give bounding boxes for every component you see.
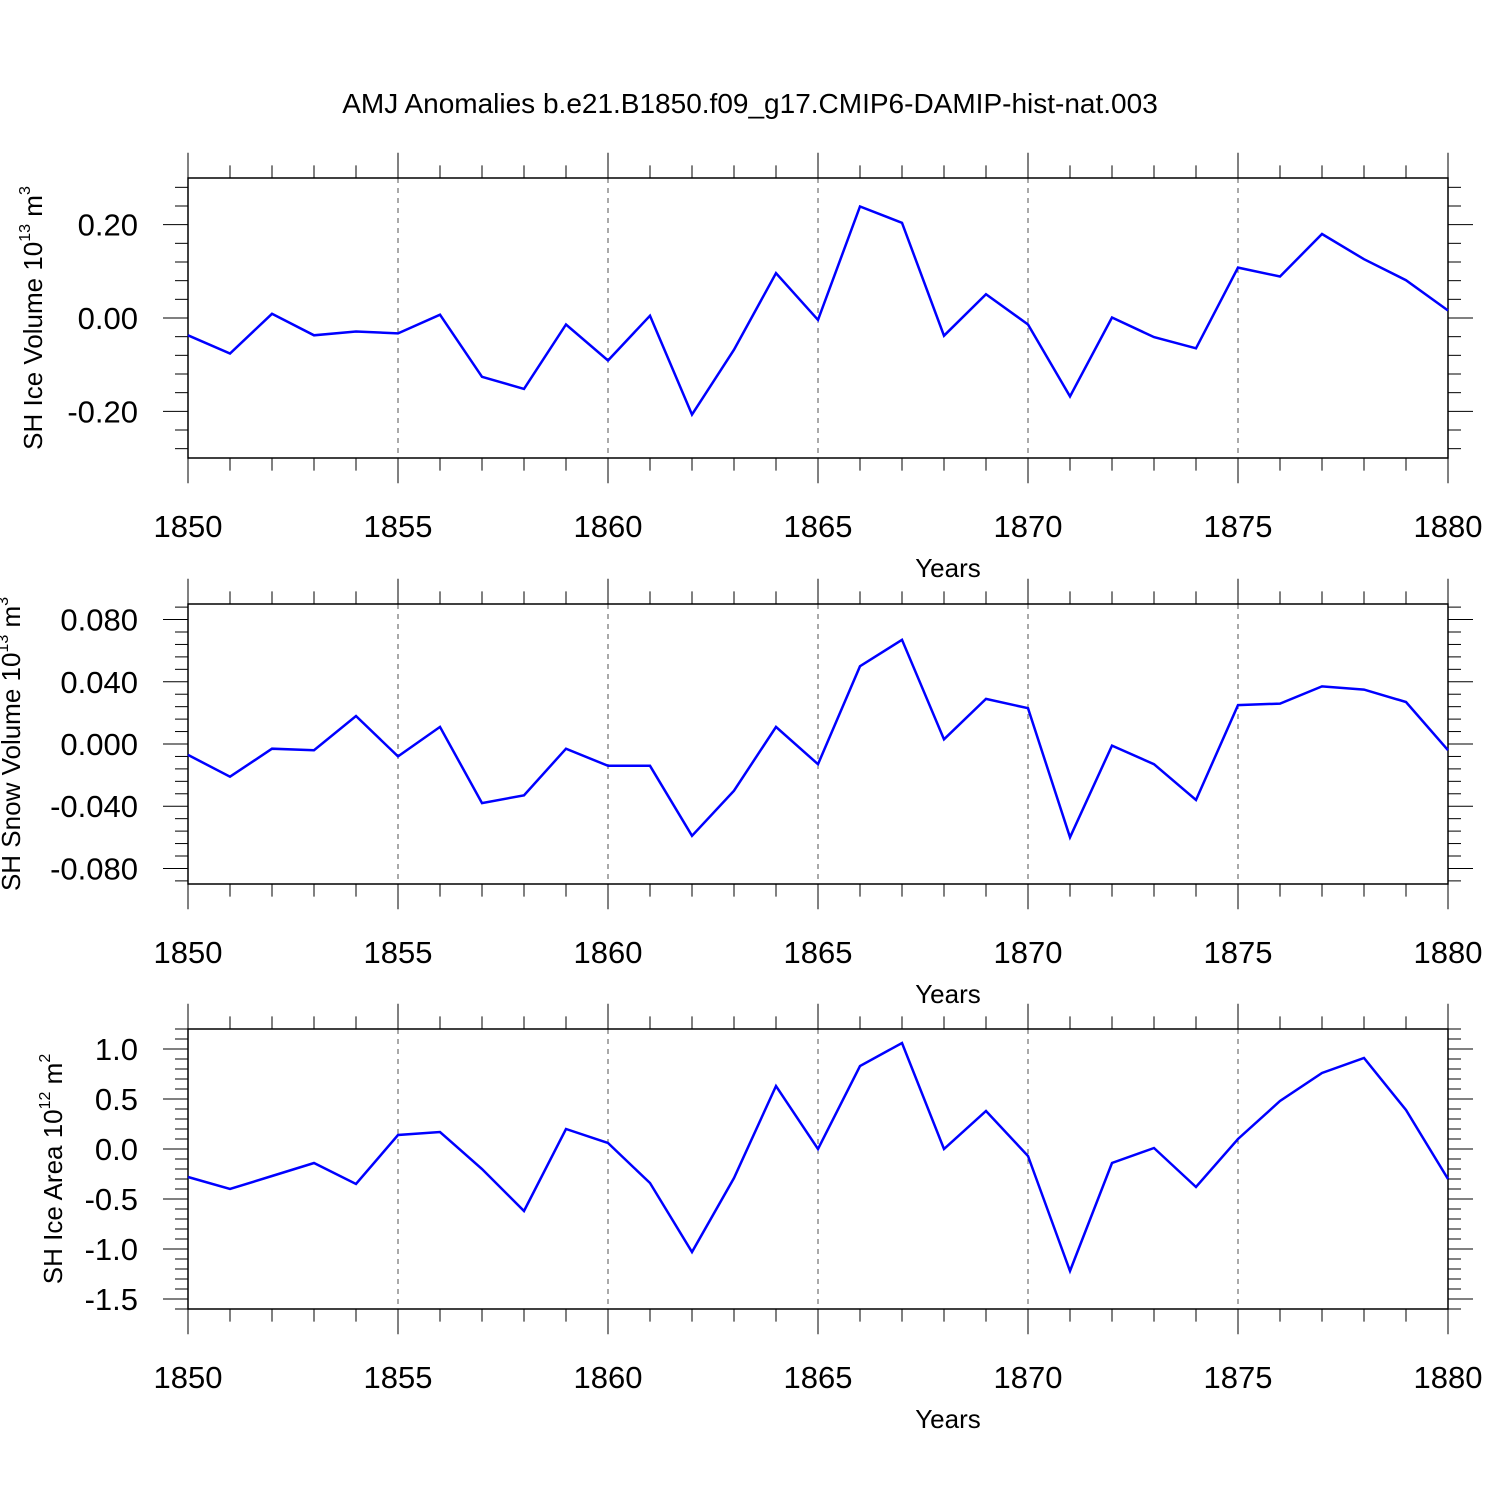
- y-axis-label: SH Ice Area 1012 m2: [37, 1054, 68, 1285]
- x-tick-label: 1850: [154, 509, 223, 544]
- y-tick-label: 0.040: [60, 665, 138, 700]
- x-tick-label: 1855: [364, 935, 433, 970]
- data-series-line: [187, 637, 1449, 841]
- chart-title: AMJ Anomalies b.e21.B1850.f09_g17.CMIP6-…: [342, 88, 1158, 119]
- x-tick-label: 1880: [1414, 1360, 1483, 1395]
- x-tick-label: 1870: [994, 1360, 1063, 1395]
- x-tick-label: 1850: [154, 935, 223, 970]
- chart-panel-2: -0.080 -0.040 0.000 0.040 0.080 1850 1855 1860 1…: [0, 578, 1483, 1009]
- y-tick-label: 0.080: [60, 603, 138, 638]
- x-axis-label: Years: [915, 553, 981, 583]
- x-tick-label: 1865: [784, 935, 853, 970]
- y-tick-label: -1.5: [85, 1282, 138, 1317]
- x-tick-label: 1875: [1204, 1360, 1273, 1395]
- x-tick-label: 1850: [154, 1360, 223, 1395]
- data-series-line: [187, 204, 1449, 418]
- y-axis-label: SH Ice Volume 1013 m3: [17, 186, 48, 450]
- y-axis-label: SH Snow Volume 1013 m3: [0, 597, 26, 891]
- x-tick-label: 1870: [994, 935, 1063, 970]
- y-tick-label: -1.0: [85, 1232, 138, 1267]
- x-tick-label: 1860: [574, 509, 643, 544]
- y-tick-label: -0.040: [50, 789, 138, 824]
- y-tick-label: 1.0: [95, 1032, 138, 1067]
- chart-panel-3: -1.5 -1.0 -0.5 0.0 0.5 1.0 1850 1855 1860 1865 187…: [37, 1003, 1483, 1434]
- x-tick-label: 1865: [784, 1360, 853, 1395]
- x-tick-label: 1855: [364, 1360, 433, 1395]
- x-tick-label: 1870: [994, 509, 1063, 544]
- y-tick-label: -0.080: [50, 851, 138, 886]
- chart-panel-1: -0.20 0.00 0.20 1850 1855 1860 1865 1870 1875 188…: [17, 152, 1483, 583]
- x-axis-label: Years: [915, 979, 981, 1009]
- x-tick-label: 1860: [574, 1360, 643, 1395]
- x-axis-label: Years: [915, 1404, 981, 1434]
- x-tick-label: 1880: [1414, 935, 1483, 970]
- y-tick-label: 0.20: [78, 208, 138, 243]
- y-tick-label: -0.20: [67, 394, 138, 429]
- y-tick-label: 0.000: [60, 727, 138, 762]
- y-tick-label: 0.5: [95, 1082, 138, 1117]
- data-series-line: [187, 1041, 1450, 1275]
- y-tick-label: -0.5: [85, 1182, 138, 1217]
- y-tick-label: 0.0: [95, 1132, 138, 1167]
- x-tick-label: 1880: [1414, 509, 1483, 544]
- x-tick-label: 1860: [574, 935, 643, 970]
- x-tick-label: 1875: [1204, 509, 1273, 544]
- x-tick-label: 1875: [1204, 935, 1273, 970]
- x-tick-label: 1865: [784, 509, 853, 544]
- x-tick-label: 1855: [364, 509, 433, 544]
- y-tick-label: 0.00: [78, 301, 138, 336]
